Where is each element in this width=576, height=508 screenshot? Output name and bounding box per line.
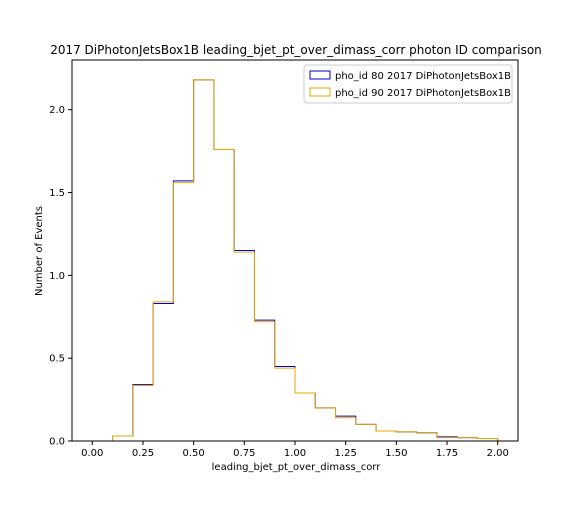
x-tick-label: 0.75 <box>233 448 255 459</box>
x-axis-label: leading_bjet_pt_over_dimass_corr <box>212 462 382 473</box>
y-axis-label: Number of Events <box>34 206 45 296</box>
x-tick-label: 0.25 <box>132 448 154 459</box>
x-tick-label: 0.00 <box>81 448 103 459</box>
x-tick-label: 2.00 <box>487 448 509 459</box>
x-tick-label: 1.75 <box>436 448 458 459</box>
legend-label-2: pho_id 90 2017 DiPhotonJetsBox1B <box>335 88 511 99</box>
legend-swatch-1 <box>309 70 331 80</box>
y-tick-label: 0.0 <box>49 437 65 448</box>
x-tick-label: 0.50 <box>183 448 205 459</box>
series-step-line-2 <box>92 79 499 442</box>
y-tick-label: 0.5 <box>49 354 65 365</box>
y-tick-label: 2.0 <box>49 105 65 116</box>
x-tick-label: 1.25 <box>335 448 357 459</box>
legend-swatch-2 <box>309 87 331 97</box>
x-tick-label: 1.00 <box>284 448 306 459</box>
legend-label-1: pho_id 80 2017 DiPhotonJetsBox1B <box>335 71 511 82</box>
y-tick-label: 1.0 <box>49 271 65 282</box>
legend-box <box>303 64 513 104</box>
x-axis-ticks: 0.00 0.25 0.50 0.75 1.00 1.25 1.50 1.75 2.00 <box>81 441 509 459</box>
y-axis-ticks: 0.0 0.5 1.0 1.5 2.0 <box>49 105 72 448</box>
legend: pho_id 80 2017 DiPhotonJetsBox1B pho_id 9… <box>303 64 513 104</box>
x-tick-label: 1.50 <box>385 448 407 459</box>
chart-title: 2017 DiPhotonJetsBox1B leading_bjet_pt_o… <box>50 43 542 57</box>
y-tick-label: 1.5 <box>49 188 65 199</box>
